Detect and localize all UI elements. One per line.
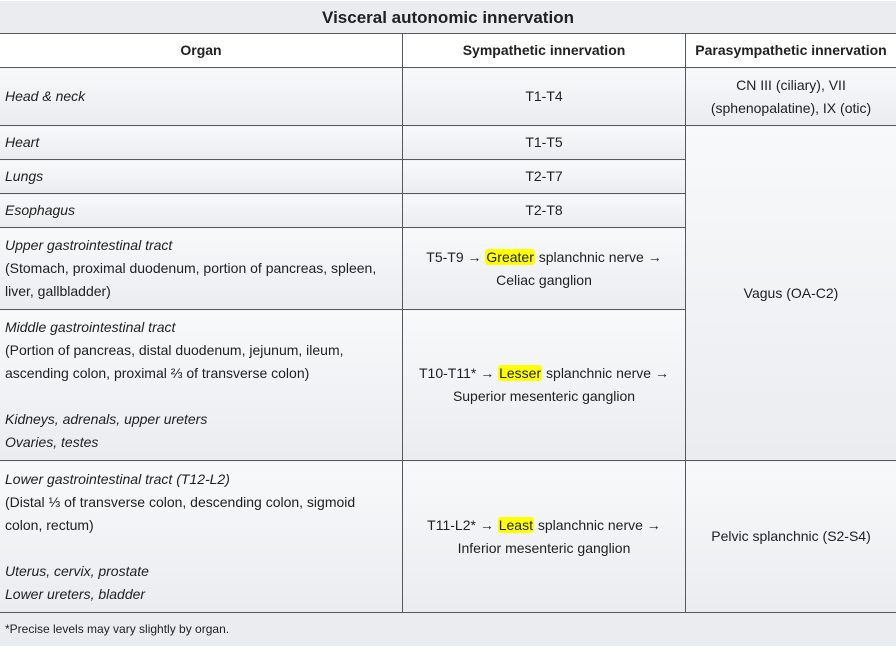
parasympathetic-line: CN III (ciliary), VII [736, 76, 846, 93]
organ-name: Head & neck [5, 88, 86, 104]
organ-detail: (Portion of pancreas, distal duodenum, j… [5, 342, 344, 358]
organ-cell: Upper gastrointestinal tract (Stomach, p… [0, 227, 403, 310]
organ-name: Heart [5, 134, 40, 150]
table-row: Heart T1-T5 Vagus (OA-C2) [0, 125, 896, 461]
organ-header: Organ [0, 33, 403, 68]
organ-extra: Lower ureters, bladder [5, 585, 146, 602]
spinal-levels: T11-L2* → [427, 516, 498, 533]
highlighted-nerve-name: Lesser [498, 365, 543, 381]
organ-detail: liver, gallbladder) [5, 283, 111, 299]
nerve-suffix: splanchnic nerve → [542, 365, 669, 381]
organ-extra: Uterus, cervix, prostate [5, 562, 149, 579]
nerve-suffix: splanchnic nerve → [534, 248, 662, 265]
table-row: Lower gastrointestinal tract (T12-L2) (D… [0, 460, 896, 613]
organ-extra: Ovaries, testes [5, 434, 99, 450]
sympathetic-cell: T2-T8 [402, 193, 686, 228]
highlighted-nerve-name: Greater [485, 248, 535, 265]
organ-detail: colon, rectum) [5, 516, 94, 533]
organ-name: Middle gastrointestinal tract [5, 319, 176, 335]
organ-name: Lungs [5, 168, 44, 184]
organ-cell: Middle gastrointestinal tract (Portion o… [0, 309, 403, 461]
table-row: Upper gastrointestinal tract (Stomach, p… [0, 227, 896, 310]
sympathetic-cell: T2-T7 [402, 159, 686, 194]
ganglion-name: Inferior mesenteric ganglion [457, 539, 631, 556]
ganglion-name: Superior mesenteric ganglion [452, 388, 636, 404]
sympathetic-cell: T11-L2* → Least splanchnic nerve → Infer… [402, 460, 686, 613]
parasympathetic-cell: CN III (ciliary), VII (sphenopalatine), … [684, 67, 896, 126]
sympathetic-cell: T10-T11* → Lesser splanchnic nerve → Sup… [402, 309, 686, 461]
organ-detail: (Stomach, proximal duodenum, portion of … [5, 260, 377, 276]
spinal-levels: T5-T9 → [426, 248, 486, 265]
organ-name: Upper gastrointestinal tract [5, 237, 173, 253]
sympathetic-cell: T5-T9 → Greater splanchnic nerve → Celia… [402, 227, 686, 310]
table-title: Visceral autonomic innervation [0, 0, 896, 34]
table-row: Lungs T2-T7 [0, 159, 896, 194]
organ-detail: (Distal ⅓ of transverse colon, descendin… [5, 493, 356, 510]
organ-cell: Lungs [0, 159, 403, 194]
sympathetic-header: Sympathetic innervation [402, 33, 686, 68]
organ-name: Esophagus [5, 202, 76, 218]
organ-detail: ascending colon, proximal ⅔ of transvers… [5, 365, 310, 381]
parasympathetic-cell: Pelvic splanchnic (S2-S4) [684, 460, 896, 613]
organ-extra: Kidneys, adrenals, upper ureters [5, 411, 208, 427]
highlighted-nerve-name: Least [497, 516, 534, 533]
table-row: Head & neck T1-T4 CN III (ciliary), VII … [0, 67, 896, 126]
organ-name: Lower gastrointestinal tract (T12-L2) [5, 470, 230, 487]
parasympathetic-line: (sphenopalatine), IX (otic) [710, 99, 872, 116]
sympathetic-cell: T1-T4 [402, 67, 686, 126]
organ-cell: Heart [0, 125, 403, 160]
vagus-cell: Vagus (OA-C2) [684, 125, 896, 461]
sympathetic-cell: T1-T5 [402, 125, 686, 160]
organ-cell: Esophagus [0, 193, 403, 228]
footnote: *Precise levels may vary slightly by org… [0, 612, 896, 647]
organ-cell: Lower gastrointestinal tract (T12-L2) (D… [0, 460, 403, 613]
organ-cell: Head & neck [0, 67, 403, 126]
ganglion-name: Celiac ganglion [496, 271, 592, 288]
spinal-levels: T10-T11* → [419, 365, 499, 381]
parasympathetic-header: Parasympathetic innervation [684, 33, 896, 68]
nerve-suffix: splanchnic nerve → [533, 516, 661, 533]
